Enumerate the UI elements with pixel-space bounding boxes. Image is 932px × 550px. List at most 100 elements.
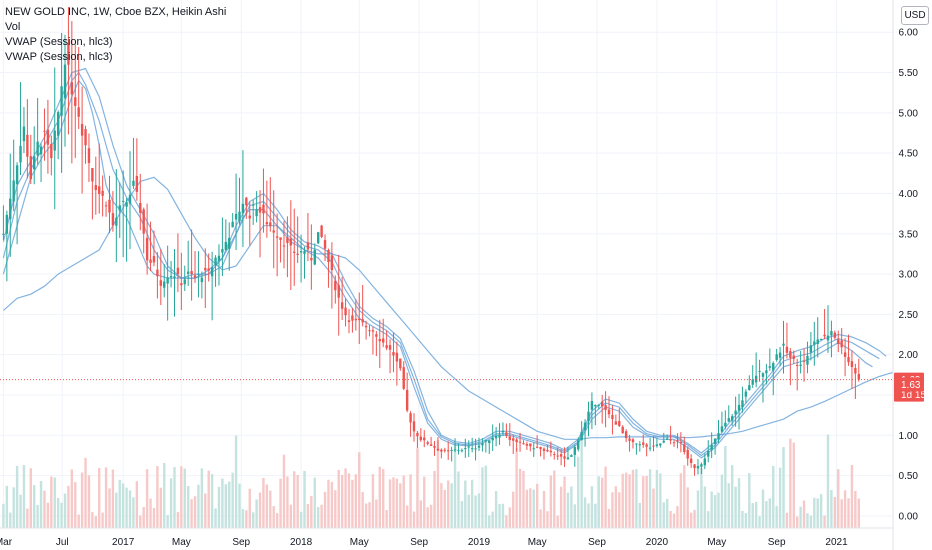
vwap-price-tag	[894, 377, 924, 392]
volume-bar	[700, 467, 703, 528]
volume-bar	[392, 477, 395, 528]
y-tick-label: 0.50	[899, 471, 919, 482]
time-axis[interactable]: Mar Jul 2017 May Sep 2018 May Sep 2019 May Sep 2020…	[0, 527, 893, 548]
price-tags: 1.69 1d 15h 1.63	[894, 372, 932, 402]
candle-body	[378, 339, 381, 342]
indicator-volume[interactable]: Vol	[5, 21, 21, 33]
candle-body	[63, 64, 67, 99]
x-tick-label: 2019	[468, 537, 491, 548]
candle-body	[29, 156, 32, 180]
indicator-vwap-1[interactable]: VWAP (Session, hlc3)	[5, 36, 113, 48]
candle-body	[303, 251, 306, 254]
volume-bar	[611, 492, 614, 528]
volume-bar	[583, 497, 587, 528]
candle-body	[299, 251, 303, 253]
candle-body	[488, 440, 491, 444]
volume-bar	[748, 473, 751, 528]
volume-bar	[467, 494, 470, 528]
volume-bar	[94, 516, 97, 528]
candle-body	[296, 253, 299, 256]
volume-bar	[70, 469, 74, 528]
volume-bar	[265, 484, 269, 528]
candle-body	[334, 280, 337, 291]
candle-body	[741, 400, 744, 408]
volume-bar	[429, 504, 433, 528]
candle-body	[628, 438, 631, 441]
candle-body	[156, 269, 159, 277]
volume-bar	[501, 503, 505, 528]
indicator-vwap-2[interactable]: VWAP (Session, hlc3)	[5, 51, 113, 63]
volume-bar	[563, 476, 566, 528]
volume-bar	[440, 483, 443, 528]
volume-bar	[135, 481, 139, 528]
candle-body	[440, 449, 443, 452]
volume-bar	[720, 474, 724, 528]
volume-bar	[67, 485, 70, 528]
vwap-line	[2, 67, 887, 454]
candle-body	[525, 443, 529, 446]
volume-bar	[570, 486, 573, 528]
volume-bar	[710, 491, 713, 528]
volume-bar	[344, 468, 347, 528]
volume-bar	[450, 483, 453, 528]
candle-body	[310, 257, 313, 261]
candle-body	[830, 331, 833, 336]
candle-body	[713, 438, 717, 445]
candle-body	[618, 421, 621, 426]
candle-body	[320, 225, 323, 237]
candle-body	[532, 448, 535, 450]
candle-body	[737, 404, 741, 411]
currency-button[interactable]: USD	[901, 6, 929, 25]
volume-bar	[354, 474, 358, 528]
candle-body	[245, 197, 248, 206]
candle-body	[60, 86, 63, 116]
volume-bar	[553, 470, 556, 528]
volume-bar	[648, 469, 652, 528]
volume-bar	[577, 456, 580, 528]
volume-bar	[60, 502, 63, 528]
candle-body	[375, 334, 378, 337]
volume-bar	[234, 435, 238, 528]
candle-body	[217, 255, 221, 261]
candle-body	[477, 445, 481, 448]
volume-bar	[498, 504, 501, 528]
volume-bar	[792, 442, 795, 528]
candle-body	[19, 145, 22, 163]
y-tick-label: 3.00	[899, 270, 919, 281]
symbol-title[interactable]: NEW GOLD INC, 1W, Cboe BZX, Heikin Ashi	[5, 6, 227, 18]
volume-bar	[121, 483, 125, 528]
volume-bar	[751, 503, 754, 528]
candle-body	[597, 404, 600, 406]
x-tick-label: Sep	[768, 537, 786, 548]
volume-bar	[416, 448, 419, 528]
candle-body	[121, 200, 125, 202]
candle-body	[173, 276, 176, 278]
candle-body	[241, 203, 245, 214]
candle-body	[279, 237, 282, 240]
volume-bar	[306, 504, 310, 528]
volume-bar	[80, 472, 84, 528]
candle-body	[748, 385, 751, 391]
volume-bar	[176, 512, 180, 528]
volume-bar	[546, 511, 549, 528]
candle-body	[689, 458, 693, 464]
price-axis[interactable]: 0.000.501.001.502.002.503.003.504.004.50…	[892, 0, 919, 550]
volume-bar	[340, 474, 344, 528]
candle-body	[231, 221, 234, 228]
candle-body	[354, 318, 358, 321]
volume-bar	[310, 495, 313, 528]
x-tick-label: May	[350, 537, 369, 548]
candle-body	[758, 370, 761, 372]
volume-bar	[659, 473, 662, 528]
candle-body	[368, 330, 371, 332]
candle-body	[696, 466, 700, 469]
volume-bar	[269, 490, 272, 528]
candle-body	[169, 276, 173, 278]
candle-body	[607, 409, 611, 415]
volume-bar	[470, 479, 474, 528]
candle-body	[840, 340, 843, 348]
volume-bar	[833, 497, 837, 528]
y-tick-label: 2.50	[899, 310, 919, 321]
candle-body	[39, 146, 43, 155]
